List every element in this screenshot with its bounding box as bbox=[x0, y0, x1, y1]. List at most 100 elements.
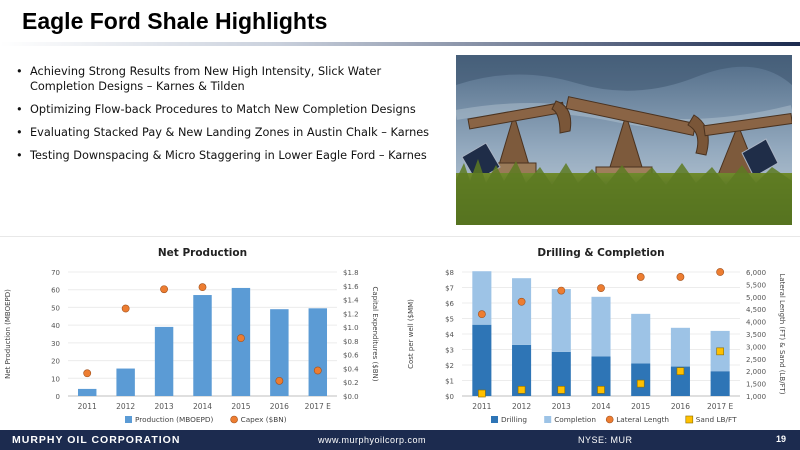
bar-completion bbox=[591, 296, 611, 357]
drilling-completion-chart: Drilling & Completion $0 $1 $2 $3 $4 $5 $6 $7 $8 1… bbox=[403, 238, 795, 430]
y-tick-label: $0 bbox=[445, 393, 454, 401]
legend-label: Lateral Length bbox=[616, 415, 669, 424]
y-axis-title: Net Production (MBOEPD) bbox=[4, 289, 12, 379]
section-divider bbox=[0, 236, 800, 237]
y-tick-label: $1 bbox=[445, 378, 454, 386]
marker-sand bbox=[676, 367, 685, 375]
y-tick-label: 30 bbox=[51, 340, 60, 348]
bar-completion bbox=[551, 289, 571, 352]
y2-tick-label: $1.4 bbox=[343, 297, 359, 305]
bar-drilling bbox=[512, 344, 532, 396]
footer-bar: MURPHY OIL CORPORATION www.murphyoilcorp… bbox=[0, 430, 800, 450]
x-tick-label: 2015 bbox=[631, 402, 650, 411]
y2-tick-label: 1,000 bbox=[746, 393, 766, 401]
legend-swatch bbox=[605, 415, 614, 424]
legend-swatch bbox=[491, 416, 498, 423]
solar-panels bbox=[461, 138, 779, 182]
y2-tick-label: 2,500 bbox=[746, 356, 766, 364]
y2-tick-label: $0.4 bbox=[343, 365, 359, 373]
marker-capex-bn- bbox=[313, 366, 322, 375]
legend-label: Capex ($BN) bbox=[241, 415, 287, 424]
x-tick-label: 2016 bbox=[671, 402, 690, 411]
y2-tick-label: 1,500 bbox=[746, 381, 766, 389]
legend-swatch bbox=[125, 416, 132, 423]
y-tick-label: 40 bbox=[51, 322, 60, 330]
x-tick-label: 2012 bbox=[116, 402, 135, 411]
bar-production bbox=[77, 388, 97, 396]
marker-lateral-length bbox=[636, 273, 645, 281]
y2-tick-label: 6,000 bbox=[746, 269, 766, 277]
bar-drilling bbox=[472, 324, 492, 396]
y-axis-title: Cost per well ($MM) bbox=[407, 299, 415, 369]
legend-swatch bbox=[230, 415, 238, 424]
y-tick-label: $4 bbox=[445, 331, 454, 339]
x-tick-label: 2013 bbox=[552, 402, 571, 411]
y-tick-label: 0 bbox=[56, 393, 60, 401]
x-tick-label: 2013 bbox=[155, 402, 174, 411]
marker-capex-bn- bbox=[121, 304, 130, 313]
bar-drilling bbox=[591, 356, 611, 396]
y-tick-label: $5 bbox=[445, 316, 454, 324]
marker-lateral-length bbox=[597, 284, 605, 293]
company-name: MURPHY OIL CORPORATION bbox=[12, 434, 181, 446]
y2-tick-label: $0.2 bbox=[343, 379, 359, 387]
bar-drilling bbox=[710, 371, 730, 396]
bar-production bbox=[308, 308, 328, 396]
bullet-item: Achieving Strong Results from New High I… bbox=[16, 64, 436, 94]
y2-tick-label: $0.6 bbox=[343, 352, 359, 360]
bar-completion bbox=[512, 278, 532, 345]
legend-label: Completion bbox=[554, 415, 596, 424]
net-production-chart: Net Production 0 10 20 30 40 50 60 70 $0.0 $0.2 $0.… bbox=[0, 238, 392, 430]
y2-axis-title: Capital Expenditures ($BN) bbox=[371, 287, 379, 382]
stock-ticker: NYSE: MUR bbox=[578, 435, 633, 445]
chart-title: Net Production bbox=[158, 247, 247, 259]
y-tick-label: $3 bbox=[445, 347, 454, 355]
x-tick-label: 2012 bbox=[512, 402, 531, 411]
y-tick-label: $6 bbox=[445, 300, 454, 308]
marker-lateral-length bbox=[517, 297, 526, 306]
website-link[interactable]: www.murphyoilcorp.com bbox=[318, 435, 427, 445]
marker-sand bbox=[557, 386, 566, 394]
marker-sand bbox=[636, 379, 645, 388]
chart-title: Drilling & Completion bbox=[537, 247, 664, 259]
bullet-item: Evaluating Stacked Pay & New Landing Zon… bbox=[16, 125, 436, 140]
bar-production bbox=[116, 368, 135, 396]
net-production-svg: Net Production 0 10 20 30 40 50 60 70 $0.0 $0.2 $0.… bbox=[4, 247, 379, 424]
y2-tick-label: $0.8 bbox=[343, 338, 359, 346]
legend-swatch bbox=[544, 416, 552, 423]
y-tick-label: 10 bbox=[51, 375, 60, 383]
marker-capex-bn- bbox=[160, 285, 168, 294]
x-tick-label: 2016 bbox=[270, 402, 289, 411]
x-tick-label: 2014 bbox=[591, 402, 610, 411]
bullet-item: Testing Downspacing & Micro Staggering i… bbox=[16, 148, 436, 163]
legend-label: Production (MBOEPD) bbox=[135, 415, 214, 424]
y-tick-label: 20 bbox=[51, 358, 60, 366]
x-tick-label: 2011 bbox=[78, 402, 97, 411]
marker-sand bbox=[517, 386, 526, 394]
pumpjack-middle bbox=[565, 96, 709, 186]
x-tick-label: 2014 bbox=[193, 402, 212, 411]
bar-completion bbox=[631, 313, 651, 364]
legend-label: Drilling bbox=[501, 415, 527, 424]
y2-tick-label: $0.0 bbox=[343, 393, 359, 401]
highlights-list: Achieving Strong Results from New High I… bbox=[16, 64, 436, 171]
y-tick-label: $8 bbox=[445, 269, 454, 277]
y2-tick-label: 3,500 bbox=[746, 331, 766, 339]
marker-sand bbox=[478, 389, 486, 398]
bar-drilling bbox=[631, 363, 651, 396]
y-tick-label: 60 bbox=[51, 287, 60, 295]
legend-label: Sand LB/FT bbox=[696, 415, 737, 424]
bar-production bbox=[154, 326, 174, 396]
y-tick-label: 50 bbox=[51, 304, 60, 312]
x-tick-label: 2015 bbox=[231, 402, 250, 411]
marker-sand bbox=[716, 347, 724, 356]
y-tick-label: 70 bbox=[51, 269, 60, 277]
bar-completion bbox=[472, 271, 492, 325]
marker-lateral-length bbox=[477, 310, 486, 319]
legend-swatch bbox=[685, 415, 694, 424]
y2-tick-label: 5,000 bbox=[746, 294, 766, 302]
marker-capex-bn- bbox=[275, 376, 284, 385]
marker-capex-bn- bbox=[198, 283, 207, 292]
marker-capex-bn- bbox=[83, 369, 92, 378]
marker-capex-bn- bbox=[237, 334, 245, 343]
